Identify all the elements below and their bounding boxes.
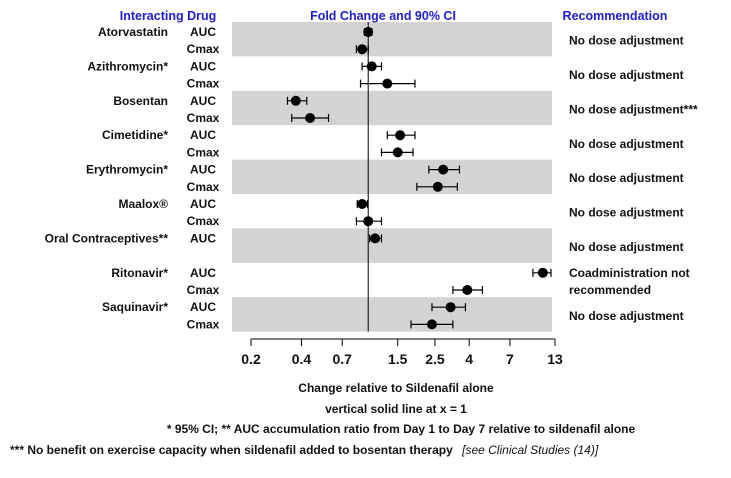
footnote-reference: [see Clinical Studies (14)] <box>461 443 599 457</box>
row-bands <box>232 22 552 332</box>
point-saquinavir-cmax <box>426 319 437 330</box>
point-atorvastatin-auc <box>363 27 374 37</box>
point-erythromycin-auc <box>438 164 449 175</box>
param-label-cimetidine-auc: AUC <box>190 128 216 142</box>
param-label-saquinavir-auc: AUC <box>190 300 216 314</box>
footnote-bosentan: *** No benefit on exercise capacity when… <box>10 443 599 457</box>
point-cimetidine-auc <box>395 130 406 141</box>
point-bosentan-cmax <box>305 113 316 123</box>
x-tick-label-2.5: 2.5 <box>425 351 445 367</box>
header-interacting-drug: Interacting Drug <box>120 9 217 23</box>
param-label-erythromycin-cmax: Cmax <box>187 180 220 194</box>
x-axis-sublabel: vertical solid line at x = 1 <box>325 402 467 416</box>
recommendation-ritonavir-line-1: Coadministration not <box>569 266 690 280</box>
footnote-ci: * 95% CI; ** AUC accumulation ratio from… <box>167 422 636 436</box>
recommendation-azithromycin: No dose adjustment <box>569 68 684 82</box>
x-tick-label-0.4: 0.4 <box>292 351 312 367</box>
param-label-azithromycin-auc: AUC <box>190 59 216 73</box>
drug-label-oral-contraceptives: Oral Contraceptives** <box>45 231 169 245</box>
param-label-bosentan-auc: AUC <box>190 94 216 108</box>
param-label-atorvastatin-auc: AUC <box>190 25 216 39</box>
point-ritonavir-auc <box>537 267 548 278</box>
recommendation-atorvastatin: No dose adjustment <box>569 34 684 48</box>
band-erythromycin <box>232 159 552 194</box>
x-tick-label-13: 13 <box>547 351 563 367</box>
band-saquinavir <box>232 297 552 332</box>
param-label-erythromycin-auc: AUC <box>190 163 216 177</box>
band-atorvastatin <box>232 22 552 57</box>
footnote-bosentan-text: *** No benefit on exercise capacity when… <box>10 443 453 457</box>
recommendation-ritonavir-line-2: recommended <box>569 283 651 297</box>
x-axis-label: Change relative to Sildenafil alone <box>298 381 494 395</box>
x-tick-label-1.5: 1.5 <box>388 351 408 367</box>
recommendation-cimetidine: No dose adjustment <box>569 137 684 151</box>
x-tick-label-0.2: 0.2 <box>241 351 261 367</box>
data-marks <box>286 27 552 330</box>
drug-label-bosentan: Bosentan <box>113 94 168 108</box>
drug-label-ritonavir: Ritonavir* <box>111 266 168 280</box>
param-label-atorvastatin-cmax: Cmax <box>187 42 220 56</box>
x-axis: 0.2 0.4 0.7 1.5 2.5 4 7 13 <box>241 338 563 367</box>
point-saquinavir-auc <box>445 302 456 313</box>
header-recommendation: Recommendation <box>563 9 668 23</box>
param-label-ritonavir-cmax: Cmax <box>187 283 220 297</box>
recommendation-maalox: No dose adjustment <box>569 206 684 220</box>
drug-label-atorvastatin: Atorvastatin <box>98 25 168 39</box>
recommendation-oral-contraceptives: No dose adjustment <box>569 240 684 254</box>
point-oral-contraceptives-auc <box>370 233 381 244</box>
point-azithromycin-cmax <box>382 78 393 89</box>
point-atorvastatin-cmax <box>357 44 368 55</box>
param-label-oral-contraceptives-auc: AUC <box>190 231 216 245</box>
row-labels: Atorvastatin AUC Cmax No dose adjustment Azi… <box>45 25 698 331</box>
param-label-maalox-auc: AUC <box>190 197 216 211</box>
point-maalox-auc <box>357 199 368 209</box>
recommendation-saquinavir: No dose adjustment <box>569 309 684 323</box>
param-label-saquinavir-cmax: Cmax <box>187 317 220 331</box>
point-maalox-cmax <box>363 216 374 227</box>
param-label-maalox-cmax: Cmax <box>187 214 220 228</box>
point-cimetidine-cmax <box>392 147 403 158</box>
x-tick-label-0.7: 0.7 <box>332 351 352 367</box>
drug-label-saquinavir: Saquinavir* <box>102 300 168 314</box>
band-oral-contraceptives <box>232 228 552 263</box>
param-label-bosentan-cmax: Cmax <box>187 111 220 125</box>
param-label-ritonavir-auc: AUC <box>190 266 216 280</box>
recommendation-erythromycin: No dose adjustment <box>569 171 684 185</box>
header-fold-change: Fold Change and 90% CI <box>310 9 456 23</box>
point-bosentan-auc <box>290 95 301 106</box>
x-tick-label-4: 4 <box>465 351 473 367</box>
param-label-azithromycin-cmax: Cmax <box>187 77 220 91</box>
recommendation-bosentan: No dose adjustment*** <box>569 102 698 116</box>
drug-label-azithromycin: Azithromycin* <box>87 59 168 73</box>
drug-label-cimetidine: Cimetidine* <box>102 128 168 142</box>
drug-label-erythromycin: Erythromycin* <box>86 163 168 177</box>
x-tick-label-7: 7 <box>506 351 514 367</box>
param-label-cimetidine-cmax: Cmax <box>187 145 220 159</box>
point-erythromycin-cmax <box>432 181 443 192</box>
band-bosentan <box>232 90 552 126</box>
drug-label-maalox: Maalox® <box>118 197 168 211</box>
point-ritonavir-cmax <box>462 285 473 295</box>
point-azithromycin-auc <box>366 61 377 72</box>
